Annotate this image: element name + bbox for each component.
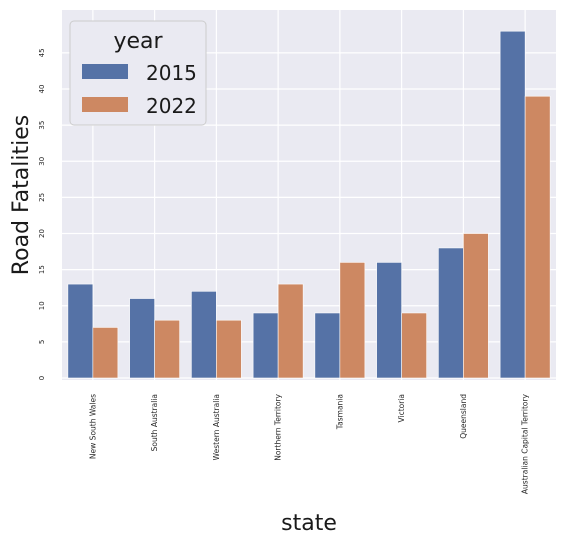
bars — [67, 30, 551, 379]
y-axis-label: Road Fatalities — [9, 115, 34, 275]
bar-2022-3 — [277, 283, 304, 379]
y-tick-label: 20 — [38, 229, 46, 238]
bar-2022-0 — [92, 327, 119, 379]
y-ticks: 0 5 10 15 20 25 30 35 40 45 — [38, 48, 46, 380]
bar-2022-6 — [463, 233, 489, 379]
bar-2015-1 — [129, 298, 155, 379]
legend-swatch-2022 — [82, 97, 128, 112]
x-tick-label: South Australia — [150, 394, 159, 451]
legend-label-2015: 2015 — [146, 61, 197, 85]
x-axis-label: state — [281, 511, 337, 536]
bar-2022-2 — [216, 319, 242, 379]
y-tick-label: 40 — [38, 85, 46, 94]
x-tick-label: Western Australia — [212, 394, 221, 460]
bar-2022-4 — [339, 262, 366, 379]
bar-2015-0 — [67, 283, 94, 379]
bar-2022-5 — [401, 312, 427, 379]
bar-2015-2 — [191, 290, 217, 379]
bar-2015-7 — [499, 30, 526, 379]
bar-2015-6 — [438, 247, 464, 379]
x-tick-label: New South Wales — [88, 394, 97, 459]
legend-title: year — [113, 29, 163, 54]
x-tick-label: Queensland — [459, 394, 468, 439]
y-tick-label: 10 — [38, 301, 46, 310]
y-tick-label: 0 — [38, 376, 46, 380]
y-tick-label: 30 — [38, 157, 46, 166]
bar-2022-7 — [524, 95, 551, 379]
y-tick-label: 5 — [38, 340, 46, 344]
legend-swatch-2015 — [82, 64, 128, 79]
legend-label-2022: 2022 — [146, 94, 197, 118]
bar-2015-5 — [376, 262, 402, 379]
bar-2022-1 — [154, 319, 180, 379]
x-tick-label: Northern Territory — [274, 393, 283, 460]
x-tick-label: Victoria — [397, 394, 406, 422]
y-tick-label: 35 — [38, 121, 46, 130]
y-tick-label: 25 — [38, 193, 46, 202]
y-tick-label: 15 — [38, 265, 46, 274]
bar-2015-4 — [314, 312, 341, 379]
bar-2015-3 — [252, 312, 279, 379]
legend: year 2015 2022 — [69, 20, 207, 126]
x-tick-label: Tasmania — [335, 394, 344, 430]
x-tick-label: Australian Capital Territory — [521, 393, 530, 494]
y-tick-label: 45 — [38, 48, 46, 57]
x-ticks: New South Wales South Australia Western Au… — [88, 393, 529, 494]
